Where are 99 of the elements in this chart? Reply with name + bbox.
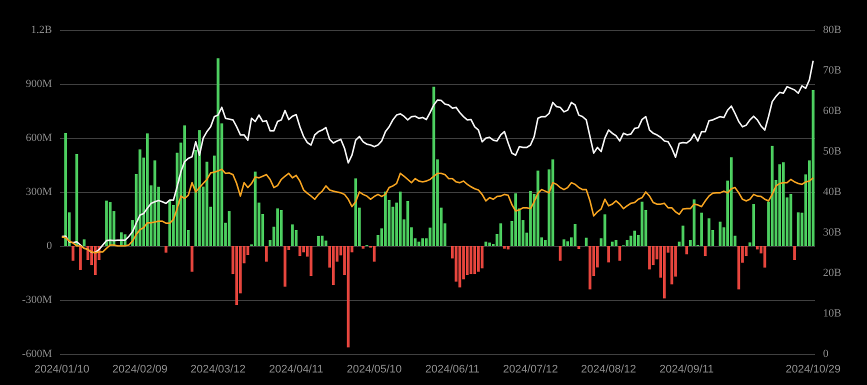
bar (700, 212, 703, 246)
bar (284, 246, 286, 287)
y-tick-label: 900M (26, 78, 52, 90)
x-tick-label: 2024/08/12 (581, 364, 636, 376)
x-tick-label: 2024/04/11 (269, 364, 324, 376)
bar (692, 199, 696, 246)
y2-tick-label: 50B (823, 146, 842, 158)
bar (206, 162, 208, 246)
bar (79, 246, 82, 270)
bar (421, 238, 424, 246)
bar (280, 210, 283, 246)
bar (588, 246, 592, 290)
bar (480, 246, 484, 268)
bar (756, 246, 759, 250)
bar (216, 58, 220, 246)
bar (235, 246, 238, 306)
bar (302, 246, 306, 252)
bar (346, 246, 350, 348)
bar (648, 246, 651, 270)
bar (614, 240, 618, 246)
bar (190, 246, 194, 272)
bar (362, 246, 365, 249)
bar (276, 208, 279, 246)
bar (793, 246, 796, 260)
x-tick-label: 2024/01/10 (34, 364, 90, 376)
bar (503, 246, 506, 249)
bar (183, 125, 186, 246)
bar (384, 192, 387, 246)
y2-tick-label: 30B (823, 226, 842, 238)
bar (584, 238, 588, 246)
bar (418, 242, 420, 246)
bar (685, 246, 688, 254)
bar (265, 246, 268, 262)
bar (789, 194, 792, 246)
y-tick-label: 1.2B (30, 24, 52, 36)
bar (607, 246, 610, 262)
bar (718, 222, 722, 246)
bar (484, 242, 488, 246)
bar (146, 133, 149, 246)
bar (670, 246, 674, 284)
bar (228, 211, 231, 246)
bar (618, 246, 622, 261)
bar (610, 242, 614, 246)
bar (682, 226, 684, 246)
bar (138, 149, 142, 246)
y-tick-label: 600M (26, 132, 52, 144)
bar (640, 202, 644, 246)
bar (164, 246, 168, 253)
x-tick-label: 2024/09/11 (660, 364, 714, 376)
bar (488, 242, 491, 246)
bar (332, 246, 335, 286)
bar (529, 190, 532, 246)
x-tick-label: 2024/07/12 (502, 364, 558, 376)
x-tick-label: 2024/02/09 (112, 364, 168, 376)
y2-tick-label: 20B (823, 267, 842, 279)
bar (558, 246, 562, 261)
bar (562, 239, 566, 246)
bar (708, 218, 710, 246)
x-tick-label: 2024/06/11 (425, 364, 480, 376)
bar (398, 192, 402, 246)
bar (310, 246, 312, 276)
bar (470, 246, 472, 274)
line-series (61, 60, 814, 254)
y2-tick-label: 60B (823, 105, 842, 117)
y2-tick-label: 80B (823, 24, 842, 36)
bar (514, 193, 517, 246)
bar (477, 246, 480, 272)
bar (633, 230, 636, 246)
bar (752, 204, 756, 246)
bar (72, 246, 74, 261)
bar (536, 170, 540, 246)
y-tick-label: -300M (22, 294, 52, 306)
bar (105, 200, 108, 246)
x-tick-label: 2024/05/10 (346, 364, 402, 376)
bar (782, 162, 785, 246)
bar (662, 246, 666, 298)
y-tick-label: 300M (26, 186, 52, 198)
bar (406, 201, 410, 246)
y2-tick-label: 70B (823, 64, 842, 76)
bar (298, 246, 302, 256)
bar (198, 130, 201, 246)
x-tick-label: 2024/10/29 (786, 364, 841, 376)
bar (574, 224, 577, 246)
bar (603, 214, 606, 246)
bar (64, 132, 67, 246)
bar (458, 246, 462, 288)
y2-tick-label: 40B (823, 186, 842, 198)
x-tick-label: 2024/03/12 (190, 364, 246, 376)
bar (291, 224, 294, 246)
bar (506, 246, 510, 250)
y2-tick-label: 0 (823, 348, 829, 360)
y-tick-label: -600M (22, 348, 52, 360)
y-tick-label: 0 (46, 240, 52, 252)
line-series (61, 168, 814, 254)
bar (812, 90, 815, 246)
bar (320, 236, 324, 246)
y2-tick-label: 10B (823, 308, 842, 320)
bar (737, 246, 740, 290)
bar (317, 236, 320, 246)
